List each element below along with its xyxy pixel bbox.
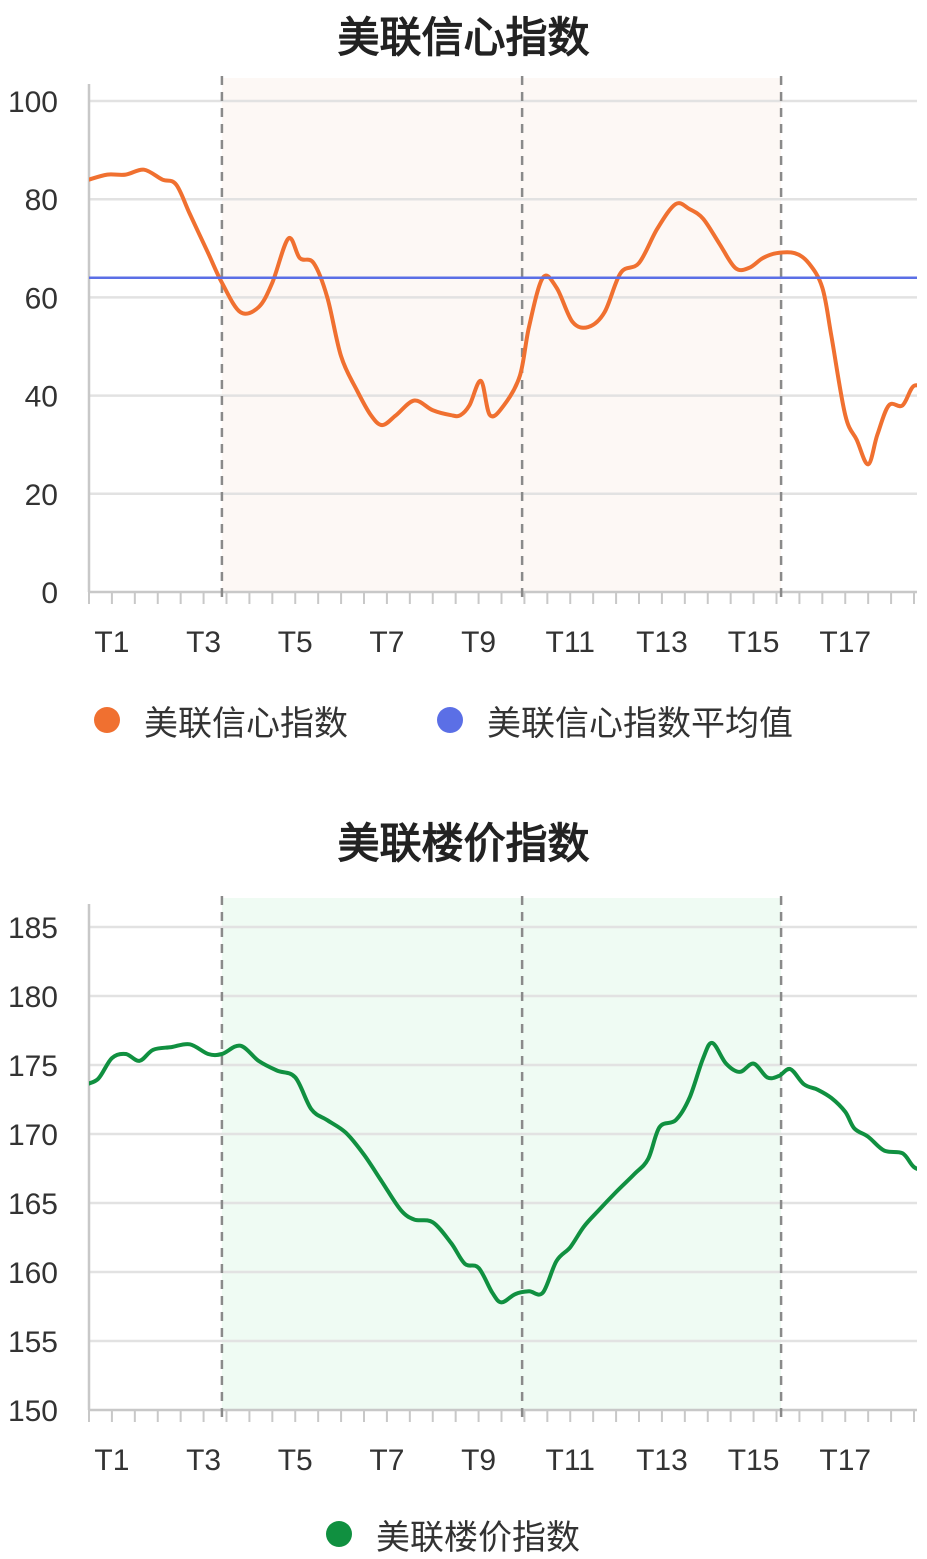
property-price-chart-title: 美联楼价指数 [337, 819, 590, 868]
property-price-y-tick-label-180: 180 [8, 981, 58, 1014]
confidence-y-tick-label-100: 100 [8, 86, 58, 119]
property-price-x-tick-label-t5: T5 [278, 1444, 313, 1477]
property-price-x-tick-label-t11: T11 [546, 1444, 595, 1477]
confidence-x-tick-label-t3: T3 [186, 626, 221, 659]
legend-marker-confidence-index [94, 707, 120, 733]
confidence-x-tick-label-t5: T5 [278, 626, 313, 659]
property-price-y-tick-label-165: 165 [8, 1188, 58, 1221]
legend-marker-property-price-index [326, 1521, 352, 1547]
confidence-x-tick-label-t15: T15 [728, 626, 780, 659]
confidence-shaded-region-1 [221, 78, 782, 592]
property-price-x-tick-label-t17: T17 [819, 1444, 871, 1477]
property-price-shaded-region-1 [221, 898, 782, 1410]
property-price-x-tick-label-t9: T9 [461, 1444, 496, 1477]
property-price-y-tick-label-155: 155 [8, 1326, 58, 1359]
legend-marker-confidence-average [437, 707, 463, 733]
confidence-x-tick-label-t1: T1 [94, 626, 129, 659]
confidence-x-tick-label-t17: T17 [819, 626, 871, 659]
confidence-chart-plot: 0 20 40 60 80 100 T1 T3 T5 T7 T9 T11 T13 T15 T17 [8, 76, 917, 659]
property-price-chart-plot: 150 155 160 165 170 175 180 185 T1 T3 T5 T7 T9 T11 T13… [8, 896, 917, 1477]
confidence-chart-title: 美联信心指数 [337, 13, 590, 62]
confidence-x-tick-label-t11: T11 [546, 626, 595, 659]
property-price-series-line-1 [89, 1040, 917, 1305]
confidence-series-line-1 [89, 167, 917, 467]
confidence-y-tick-label-40: 40 [25, 381, 58, 414]
property-price-x-tick-label-t15: T15 [728, 1444, 780, 1477]
confidence-x-tick-label-t9: T9 [461, 626, 496, 659]
property-price-y-tick-label-185: 185 [8, 912, 58, 945]
legend-item-property-price-index[interactable]: 美联楼价指数 [326, 1514, 580, 1558]
property-price-x-tick-label-t3: T3 [186, 1444, 221, 1477]
property-price-x-tick-label-t7: T7 [369, 1444, 404, 1477]
property-price-chart-legend: 美联楼价指数 [0, 1514, 927, 1558]
confidence-x-tick-label-t13: T13 [636, 626, 688, 659]
confidence-x-tick-label-t7: T7 [369, 626, 404, 659]
property-price-x-tick-label-t1: T1 [94, 1444, 129, 1477]
property-price-y-tick-label-150: 150 [8, 1395, 58, 1428]
legend-label-confidence-average: 美联信心指数平均值 [487, 703, 793, 744]
property-price-x-tick-label-t13: T13 [636, 1444, 688, 1477]
confidence-y-tick-label-80: 80 [25, 184, 58, 217]
confidence-y-tick-label-0: 0 [41, 577, 58, 610]
property-price-y-tick-label-175: 175 [8, 1050, 58, 1083]
property-price-y-tick-label-170: 170 [8, 1119, 58, 1152]
confidence-chart-legend: 美联信心指数 美联信心指数平均值 [0, 700, 927, 744]
legend-label-property-price-index: 美联楼价指数 [376, 1517, 580, 1558]
confidence-y-tick-label-60: 60 [25, 282, 58, 315]
legend-item-confidence-index[interactable]: 美联信心指数 [94, 700, 348, 744]
legend-label-confidence-index: 美联信心指数 [144, 703, 348, 744]
legend-item-confidence-average[interactable]: 美联信心指数平均值 [437, 700, 793, 744]
property-price-y-tick-label-160: 160 [8, 1257, 58, 1290]
confidence-y-tick-label-20: 20 [25, 479, 58, 512]
